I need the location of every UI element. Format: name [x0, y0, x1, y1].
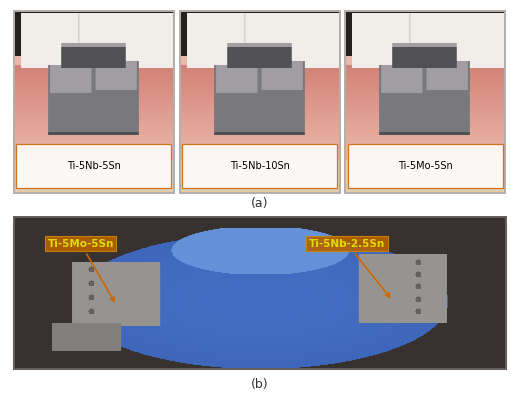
Text: (a): (a) [251, 198, 268, 210]
Text: (b): (b) [251, 378, 268, 391]
FancyBboxPatch shape [348, 144, 503, 188]
Text: Ti-5Nb-2.5Sn: Ti-5Nb-2.5Sn [309, 239, 390, 297]
Text: Ti-5Mo-5Sn: Ti-5Mo-5Sn [48, 239, 114, 301]
FancyBboxPatch shape [16, 144, 171, 188]
FancyBboxPatch shape [182, 144, 337, 188]
Text: Ti-5Nb-10Sn: Ti-5Nb-10Sn [229, 161, 290, 171]
Text: Ti-5Nb-5Sn: Ti-5Nb-5Sn [67, 161, 121, 171]
Text: Ti-5Mo-5Sn: Ti-5Mo-5Sn [398, 161, 453, 171]
